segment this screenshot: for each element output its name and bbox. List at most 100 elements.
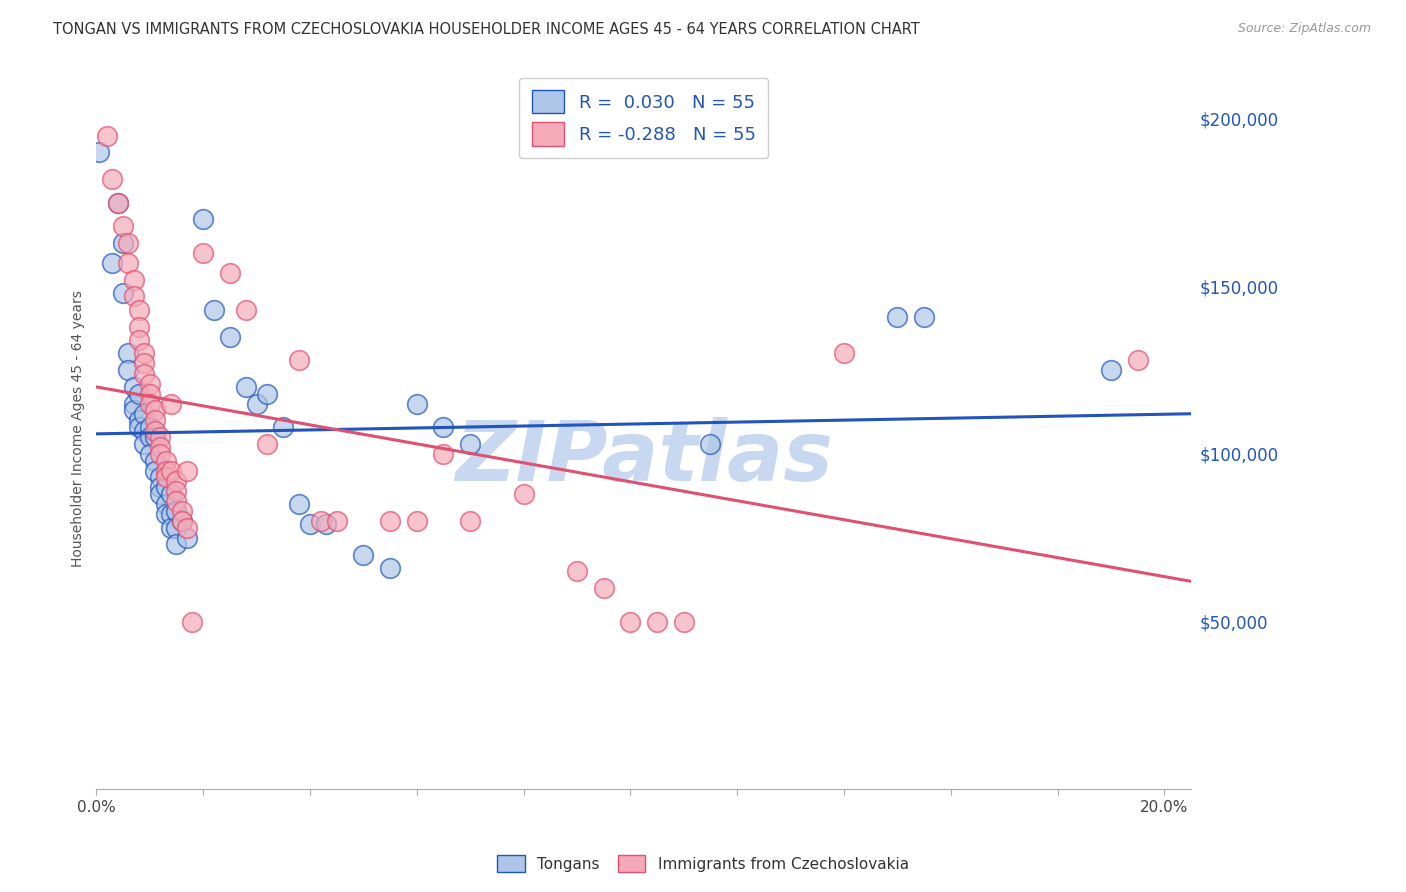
Point: [565, 564, 588, 578]
Point: [170, 514, 193, 528]
Point: [912, 310, 935, 324]
Point: [160, 508, 183, 522]
Point: [165, 474, 187, 488]
Point: [288, 497, 311, 511]
Point: [832, 346, 855, 360]
Y-axis label: Householder Income Ages 45 - 64 years: Householder Income Ages 45 - 64 years: [72, 291, 86, 567]
Point: [218, 329, 240, 343]
Point: [176, 464, 198, 478]
Point: [143, 403, 166, 417]
Point: [149, 487, 172, 501]
Point: [155, 453, 177, 467]
Point: [143, 424, 166, 438]
Point: [134, 367, 156, 381]
Point: [1126, 353, 1149, 368]
Point: [315, 517, 337, 532]
Point: [352, 548, 374, 562]
Point: [122, 273, 145, 287]
Text: ZIPatlas: ZIPatlas: [454, 417, 832, 498]
Point: [101, 172, 124, 186]
Point: [1099, 363, 1122, 377]
Point: [160, 397, 183, 411]
Point: [122, 380, 145, 394]
Point: [170, 514, 193, 528]
Point: [218, 266, 240, 280]
Point: [378, 561, 401, 575]
Point: [298, 517, 321, 532]
Point: [143, 430, 166, 444]
Point: [134, 424, 156, 438]
Point: [128, 420, 150, 434]
Point: [619, 615, 641, 629]
Point: [149, 430, 172, 444]
Point: [107, 195, 129, 210]
Point: [122, 289, 145, 303]
Point: [107, 195, 129, 210]
Point: [288, 353, 311, 368]
Point: [256, 437, 278, 451]
Point: [432, 447, 454, 461]
Point: [191, 212, 214, 227]
Point: [235, 302, 257, 317]
Point: [143, 413, 166, 427]
Point: [139, 397, 162, 411]
Point: [96, 128, 118, 143]
Point: [122, 397, 145, 411]
Point: [592, 581, 614, 595]
Point: [886, 310, 908, 324]
Point: [458, 437, 481, 451]
Point: [645, 615, 668, 629]
Point: [134, 346, 156, 360]
Point: [160, 487, 183, 501]
Point: [160, 521, 183, 535]
Point: [128, 333, 150, 347]
Point: [112, 286, 135, 301]
Point: [139, 386, 162, 401]
Point: [112, 219, 135, 233]
Point: [170, 504, 193, 518]
Point: [235, 380, 257, 394]
Text: Source: ZipAtlas.com: Source: ZipAtlas.com: [1237, 22, 1371, 36]
Point: [139, 420, 162, 434]
Point: [101, 256, 124, 270]
Point: [191, 245, 214, 260]
Point: [512, 487, 534, 501]
Point: [176, 521, 198, 535]
Point: [149, 447, 172, 461]
Text: TONGAN VS IMMIGRANTS FROM CZECHOSLOVAKIA HOUSEHOLDER INCOME AGES 45 - 64 YEARS C: TONGAN VS IMMIGRANTS FROM CZECHOSLOVAKIA…: [53, 22, 920, 37]
Point: [160, 464, 183, 478]
Point: [256, 386, 278, 401]
Point: [117, 256, 139, 270]
Point: [155, 464, 177, 478]
Point: [117, 346, 139, 360]
Legend: Tongans, Immigrants from Czechoslovakia: Tongans, Immigrants from Czechoslovakia: [489, 847, 917, 880]
Point: [143, 464, 166, 478]
Point: [149, 440, 172, 454]
Point: [128, 319, 150, 334]
Point: [405, 397, 427, 411]
Point: [165, 521, 187, 535]
Point: [699, 437, 721, 451]
Point: [87, 145, 110, 160]
Point: [155, 508, 177, 522]
Point: [134, 437, 156, 451]
Point: [134, 356, 156, 370]
Legend: R =  0.030   N = 55, R = -0.288   N = 55: R = 0.030 N = 55, R = -0.288 N = 55: [519, 78, 768, 158]
Point: [672, 615, 695, 629]
Point: [165, 504, 187, 518]
Point: [432, 420, 454, 434]
Point: [202, 302, 225, 317]
Point: [128, 302, 150, 317]
Point: [143, 453, 166, 467]
Point: [181, 615, 204, 629]
Point: [378, 514, 401, 528]
Point: [458, 514, 481, 528]
Point: [122, 403, 145, 417]
Point: [155, 481, 177, 495]
Point: [139, 376, 162, 391]
Point: [128, 413, 150, 427]
Point: [117, 363, 139, 377]
Point: [165, 494, 187, 508]
Point: [155, 470, 177, 484]
Point: [405, 514, 427, 528]
